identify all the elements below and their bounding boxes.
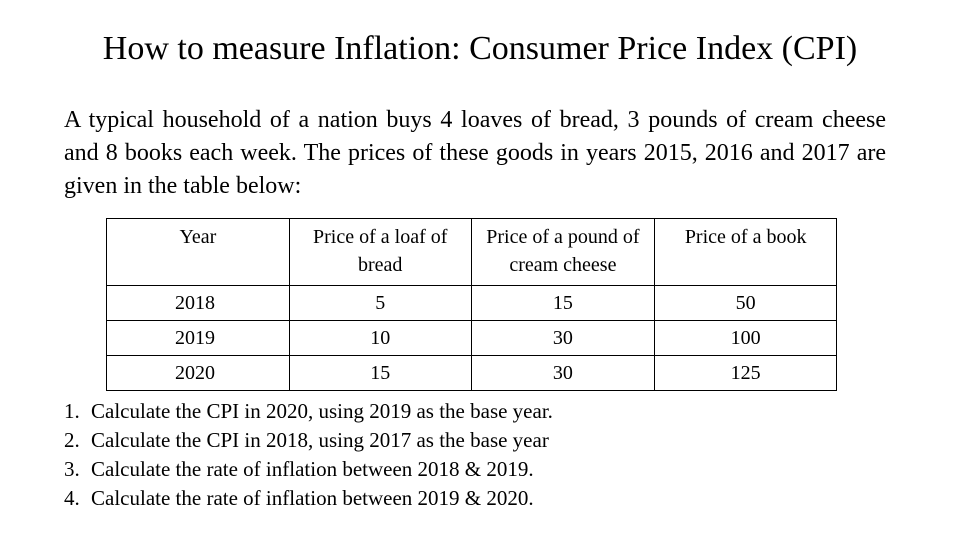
question-text: Calculate the rate of inflation between …	[91, 457, 534, 481]
column-header: Year	[106, 218, 290, 286]
question: 4. Calculate the rate of inflation betwee…	[64, 484, 553, 513]
price-cell: 100	[654, 320, 837, 356]
column-header: Price of a loaf of bread	[288, 218, 472, 286]
price-cell: 125	[654, 355, 837, 391]
table-row: 2018 5 15 50	[106, 285, 837, 321]
price-cell: 15	[288, 355, 472, 391]
intro-paragraph: A typical household of a nation buys 4 l…	[64, 107, 886, 199]
question: 1. Calculate the CPI in 2020, using 2019 …	[64, 397, 553, 426]
price-table: Year Price of a loaf of bread Price of a p…	[106, 218, 837, 391]
column-header: Price of a pound of cream cheese	[470, 218, 656, 286]
price-cell: 30	[470, 355, 656, 391]
table-row: 2019 10 30 100	[106, 320, 837, 356]
question: 2. Calculate the CPI in 2018, using 2017 …	[64, 426, 553, 455]
price-cell: 15	[470, 285, 656, 321]
question-number: 1.	[64, 399, 80, 423]
year-cell: 2018	[106, 285, 290, 321]
question-text: Calculate the CPI in 2018, using 2017 as…	[91, 428, 549, 452]
question-number: 3.	[64, 457, 80, 481]
question-text: Calculate the rate of inflation between …	[91, 486, 534, 510]
slide-title: How to measure Inflation: Consumer Price…	[102, 30, 858, 67]
header-row: Year Price of a loaf of bread Price of a p…	[106, 218, 837, 286]
price-cell: 5	[288, 285, 472, 321]
year-cell: 2019	[106, 320, 290, 356]
table-row: 2020 15 30 125	[106, 355, 837, 391]
question-number: 2.	[64, 428, 80, 452]
question: 3. Calculate the rate of inflation betwee…	[64, 455, 553, 484]
price-cell: 50	[654, 285, 837, 321]
question-number: 4.	[64, 486, 80, 510]
price-cell: 30	[470, 320, 656, 356]
price-cell: 10	[288, 320, 472, 356]
question-text: Calculate the CPI in 2020, using 2019 as…	[91, 399, 553, 423]
year-cell: 2020	[106, 355, 290, 391]
question-list: 1. Calculate the CPI in 2020, using 2019 …	[64, 397, 553, 513]
column-header: Price of a book	[654, 218, 837, 286]
